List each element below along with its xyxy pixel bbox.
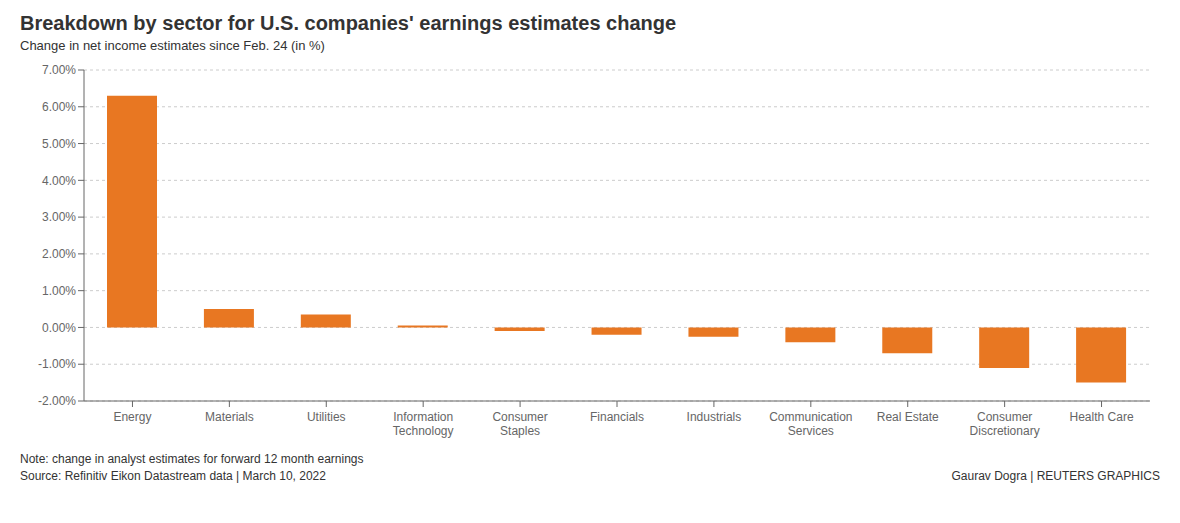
svg-text:ConsumerStaples: ConsumerStaples	[492, 410, 547, 438]
svg-text:4.00%: 4.00%	[42, 174, 76, 188]
svg-text:ConsumerDiscretionary: ConsumerDiscretionary	[970, 410, 1040, 438]
svg-text:2.00%: 2.00%	[42, 247, 76, 261]
svg-text:Industrials: Industrials	[687, 410, 742, 424]
svg-text:Energy: Energy	[113, 410, 151, 424]
svg-text:Real Estate: Real Estate	[877, 410, 939, 424]
html-text:Change in net income estimates: Change in net income estimates since Feb…	[20, 38, 325, 53]
svg-text:1.00%: 1.00%	[42, 284, 76, 298]
svg-text:Materials: Materials	[205, 410, 254, 424]
svg-text:Utilities: Utilities	[307, 410, 346, 424]
svg-text:3.00%: 3.00%	[42, 210, 76, 224]
svg-text:7.00%: 7.00%	[42, 63, 76, 77]
svg-text:-2.00%: -2.00%	[38, 394, 76, 408]
svg-text:Health Care: Health Care	[1070, 410, 1134, 424]
html-text:Source: Refinitiv Eikon Datast: Source: Refinitiv Eikon Datastream data …	[20, 469, 326, 483]
svg-text:InformationTechnology: InformationTechnology	[393, 410, 454, 438]
html-text:Note: change in analyst estima: Note: change in analyst estimates for fo…	[20, 452, 364, 466]
svg-text:CommunicationServices: CommunicationServices	[769, 410, 852, 438]
html-text:Breakdown by sector for U.S. c: Breakdown by sector for U.S. companies' …	[20, 12, 677, 34]
svg-text:5.00%: 5.00%	[42, 137, 76, 151]
svg-text:6.00%: 6.00%	[42, 100, 76, 114]
svg-text:0.00%: 0.00%	[42, 321, 76, 335]
svg-text:Financials: Financials	[590, 410, 644, 424]
svg-text:-1.00%: -1.00%	[38, 357, 76, 371]
html-text:Gaurav Dogra | REUTERS GRAPHIC: Gaurav Dogra | REUTERS GRAPHICS	[951, 469, 1160, 483]
